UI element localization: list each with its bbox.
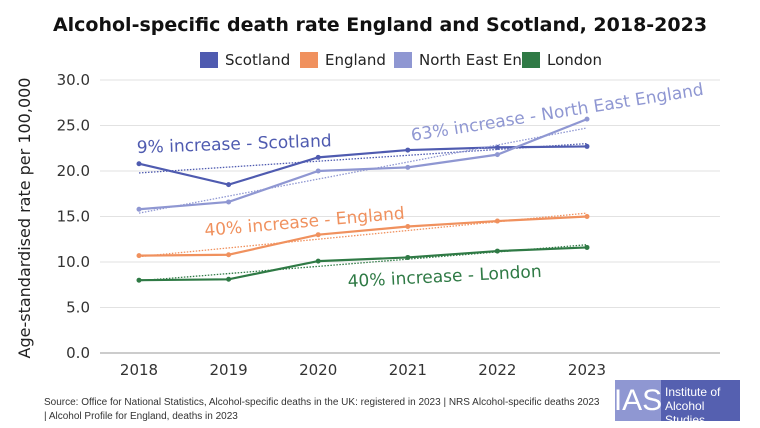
data-point [315, 154, 321, 160]
series-line [138, 246, 588, 282]
ias-logo: IAS Institute of Alcohol Studies [614, 380, 740, 427]
y-tick-label: 30.0 [57, 71, 90, 89]
data-point [315, 258, 321, 264]
annotation: 63% increase - North East England [410, 80, 705, 146]
legend-label: Scotland [225, 51, 290, 69]
legend-label: England [325, 51, 386, 69]
legend-swatch [522, 52, 540, 68]
x-tick-label: 2023 [568, 361, 606, 379]
y-tick-label: 20.0 [57, 162, 90, 180]
x-tick-label: 2019 [210, 361, 248, 379]
y-tick-label: 25.0 [57, 117, 90, 135]
data-point [226, 199, 232, 205]
data-point [136, 161, 142, 167]
legend-label: North East Eng [419, 51, 531, 69]
x-tick-label: 2018 [120, 361, 158, 379]
source-note: Source: Office for National Statistics, … [44, 397, 600, 422]
data-point [315, 168, 321, 174]
trendline [138, 127, 588, 214]
legend-label: London [547, 51, 602, 69]
data-point [584, 244, 590, 250]
data-point [494, 218, 500, 224]
y-tick-label: 15.0 [57, 208, 90, 226]
data-point [584, 143, 590, 149]
data-point [136, 206, 142, 212]
logo-abbr: IAS [614, 380, 662, 421]
data-point [405, 254, 411, 260]
y-axis-label: Age-standardised rate per 100,000 [15, 78, 34, 359]
y-tick-label: 0.0 [66, 344, 90, 362]
data-point [226, 252, 232, 258]
series-line [138, 118, 588, 211]
y-tick-label: 10.0 [57, 253, 90, 271]
data-point [226, 182, 232, 188]
y-tick-label: 5.0 [66, 299, 90, 317]
series-line [138, 215, 588, 257]
series-line [138, 145, 588, 186]
data-point [584, 214, 590, 219]
x-tick-label: 2022 [478, 361, 516, 379]
legend-swatch [300, 52, 318, 68]
data-point [494, 152, 500, 158]
data-point [584, 116, 590, 122]
data-point [405, 147, 411, 153]
data-point [405, 224, 411, 230]
annotation: 40% increase - London [347, 262, 542, 292]
data-point [315, 232, 321, 238]
legend-swatch [394, 52, 412, 68]
x-tick-label: 2021 [389, 361, 427, 379]
annotation: 9% increase - Scotland [136, 131, 331, 158]
annotation: 40% increase - England [204, 204, 406, 241]
x-tick-label: 2020 [299, 361, 337, 379]
chart-title: Alcohol-specific death rate England and … [52, 14, 708, 36]
data-point [494, 248, 500, 254]
data-point [226, 276, 232, 282]
data-point [494, 144, 500, 150]
data-point [136, 253, 142, 259]
logo-name: Institute of Alcohol Studies [661, 380, 740, 427]
legend-swatch [200, 52, 218, 68]
data-point [136, 277, 142, 283]
data-point [405, 164, 411, 170]
